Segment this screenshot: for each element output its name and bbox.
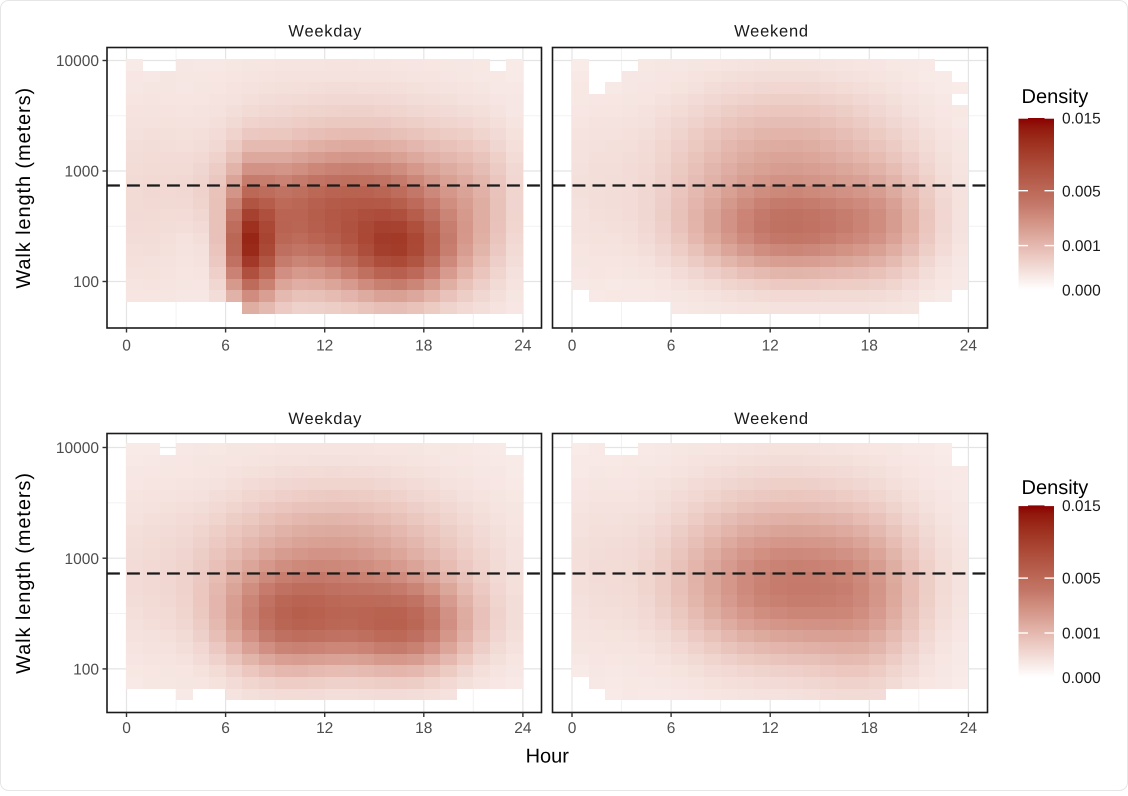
svg-text:Walk length (meters): Walk length (meters) [13,87,35,289]
svg-text:0: 0 [568,720,577,737]
svg-text:100: 100 [73,274,99,291]
svg-text:24: 24 [960,720,978,737]
svg-text:12: 12 [762,720,779,737]
svg-text:24: 24 [514,720,532,737]
svg-text:0.001: 0.001 [1062,238,1101,255]
svg-text:0: 0 [122,720,131,737]
svg-text:10000: 10000 [56,53,99,70]
svg-text:24: 24 [514,338,532,355]
svg-text:1000: 1000 [65,164,100,181]
svg-text:0.005: 0.005 [1062,183,1101,200]
svg-text:0: 0 [122,338,131,355]
svg-text:6: 6 [667,720,676,737]
svg-text:0.000: 0.000 [1062,670,1101,687]
svg-text:12: 12 [762,338,779,355]
svg-text:Walk length (meters): Walk length (meters) [13,472,35,674]
svg-text:0.005: 0.005 [1062,571,1101,588]
svg-text:0.015: 0.015 [1062,498,1101,515]
svg-text:0.015: 0.015 [1062,111,1101,128]
svg-text:24: 24 [960,338,978,355]
svg-text:18: 18 [415,338,432,355]
svg-text:1000: 1000 [65,551,100,568]
svg-text:18: 18 [861,720,878,737]
svg-text:0: 0 [568,338,577,355]
svg-text:6: 6 [221,720,230,737]
svg-text:12: 12 [316,338,333,355]
svg-text:Weekend: Weekend [734,410,809,428]
svg-text:Weekday: Weekday [288,22,362,40]
svg-text:0.000: 0.000 [1062,283,1101,300]
svg-text:Hour: Hour [526,746,570,768]
svg-text:100: 100 [73,662,99,679]
svg-text:12: 12 [316,720,333,737]
svg-text:Density: Density [1022,86,1089,108]
svg-text:18: 18 [415,720,432,737]
svg-text:0.001: 0.001 [1062,626,1101,643]
svg-text:10000: 10000 [56,440,99,457]
svg-text:6: 6 [221,338,230,355]
svg-text:6: 6 [667,338,676,355]
svg-text:18: 18 [861,338,878,355]
svg-text:Density: Density [1022,477,1089,499]
svg-text:Weekend: Weekend [734,22,809,40]
svg-text:Weekday: Weekday [288,410,362,428]
